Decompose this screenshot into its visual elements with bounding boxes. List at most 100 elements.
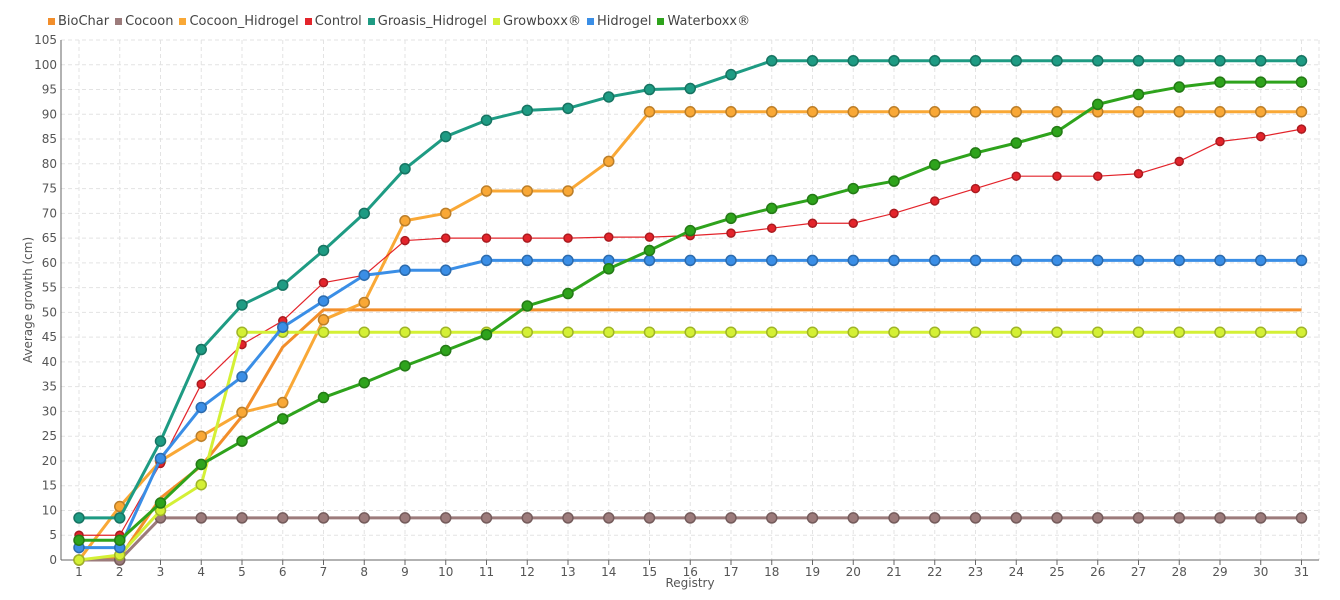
data-point[interactable] bbox=[358, 269, 370, 281]
data-point[interactable] bbox=[73, 534, 85, 546]
data-point[interactable] bbox=[440, 130, 452, 143]
data-point[interactable] bbox=[847, 55, 859, 67]
data-point[interactable] bbox=[766, 512, 778, 524]
data-point[interactable] bbox=[847, 512, 859, 524]
data-point[interactable] bbox=[154, 497, 167, 509]
data-point[interactable] bbox=[1051, 512, 1063, 524]
data-point[interactable] bbox=[1256, 131, 1266, 142]
data-point[interactable] bbox=[766, 106, 778, 118]
data-point[interactable] bbox=[400, 235, 410, 246]
data-point[interactable] bbox=[684, 82, 696, 95]
data-point[interactable] bbox=[1092, 512, 1104, 524]
legend-item[interactable]: Cocoon_Hidrogel bbox=[179, 14, 299, 29]
data-point[interactable] bbox=[969, 106, 982, 118]
data-point[interactable] bbox=[481, 233, 492, 243]
data-point[interactable] bbox=[1132, 254, 1145, 267]
data-point[interactable] bbox=[1051, 106, 1063, 118]
data-point[interactable] bbox=[766, 254, 778, 267]
data-point[interactable] bbox=[399, 264, 411, 277]
data-point[interactable] bbox=[643, 326, 656, 338]
data-point[interactable] bbox=[1093, 171, 1103, 181]
legend-item[interactable]: Growboxx® bbox=[493, 14, 581, 29]
data-point[interactable] bbox=[643, 512, 656, 524]
legend-item[interactable]: Waterboxx® bbox=[657, 14, 750, 29]
data-point[interactable] bbox=[1133, 168, 1144, 179]
data-point[interactable] bbox=[358, 207, 370, 220]
data-point[interactable] bbox=[562, 185, 574, 197]
data-point[interactable] bbox=[644, 232, 655, 242]
data-point[interactable] bbox=[440, 512, 452, 524]
data-point[interactable] bbox=[969, 512, 982, 524]
data-point[interactable] bbox=[969, 55, 982, 67]
data-point[interactable] bbox=[766, 326, 778, 338]
data-point[interactable] bbox=[521, 512, 533, 524]
data-point[interactable] bbox=[1295, 55, 1308, 67]
data-point[interactable] bbox=[1255, 76, 1267, 88]
data-point[interactable] bbox=[806, 193, 819, 206]
data-point[interactable] bbox=[847, 254, 859, 267]
data-point[interactable] bbox=[1092, 55, 1104, 67]
data-point[interactable] bbox=[929, 55, 941, 67]
data-point[interactable] bbox=[930, 196, 940, 206]
data-point[interactable] bbox=[236, 435, 248, 447]
data-point[interactable] bbox=[684, 326, 696, 338]
data-point[interactable] bbox=[767, 223, 777, 233]
data-point[interactable] bbox=[1214, 55, 1226, 67]
data-point[interactable] bbox=[603, 155, 615, 168]
legend-item[interactable]: BioChar bbox=[48, 14, 109, 29]
data-point[interactable] bbox=[440, 264, 452, 277]
data-point[interactable] bbox=[888, 55, 900, 67]
data-point[interactable] bbox=[521, 104, 533, 117]
data-point[interactable] bbox=[1173, 81, 1185, 93]
data-point[interactable] bbox=[399, 512, 411, 524]
data-point[interactable] bbox=[1255, 512, 1267, 524]
data-point[interactable] bbox=[1295, 512, 1308, 524]
data-point[interactable] bbox=[603, 91, 615, 103]
data-point[interactable] bbox=[73, 512, 85, 524]
data-point[interactable] bbox=[726, 228, 736, 238]
data-point[interactable] bbox=[806, 106, 819, 118]
data-point[interactable] bbox=[1132, 106, 1145, 118]
data-point[interactable] bbox=[1010, 512, 1022, 524]
data-point[interactable] bbox=[358, 296, 370, 309]
data-point[interactable] bbox=[766, 55, 778, 67]
data-point[interactable] bbox=[1173, 512, 1185, 524]
data-point[interactable] bbox=[317, 314, 330, 326]
data-point[interactable] bbox=[970, 183, 981, 194]
data-point[interactable] bbox=[522, 233, 532, 243]
data-point[interactable] bbox=[929, 254, 941, 267]
data-point[interactable] bbox=[725, 68, 737, 81]
data-point[interactable] bbox=[1215, 136, 1225, 147]
legend-item[interactable]: Cocoon bbox=[115, 14, 173, 29]
data-point[interactable] bbox=[1255, 106, 1267, 118]
data-point[interactable] bbox=[847, 326, 859, 338]
data-point[interactable] bbox=[358, 376, 370, 389]
data-point[interactable] bbox=[1011, 171, 1021, 181]
data-point[interactable] bbox=[603, 512, 615, 524]
data-point[interactable] bbox=[399, 163, 411, 175]
data-point[interactable] bbox=[114, 534, 126, 546]
data-point[interactable] bbox=[277, 413, 289, 425]
data-point[interactable] bbox=[1255, 326, 1267, 338]
data-point[interactable] bbox=[236, 406, 248, 419]
data-point[interactable] bbox=[317, 244, 330, 257]
data-point[interactable] bbox=[643, 106, 656, 118]
data-point[interactable] bbox=[358, 512, 370, 524]
data-point[interactable] bbox=[521, 254, 533, 267]
data-point[interactable] bbox=[521, 300, 533, 312]
data-point[interactable] bbox=[1214, 254, 1226, 267]
data-point[interactable] bbox=[725, 212, 737, 225]
data-point[interactable] bbox=[562, 326, 574, 338]
data-point[interactable] bbox=[1295, 106, 1308, 118]
data-point[interactable] bbox=[399, 360, 411, 372]
data-point[interactable] bbox=[888, 175, 900, 187]
data-point[interactable] bbox=[888, 512, 900, 524]
data-point[interactable] bbox=[399, 326, 411, 338]
data-point[interactable] bbox=[1051, 125, 1063, 138]
data-point[interactable] bbox=[317, 512, 330, 524]
data-point[interactable] bbox=[1214, 512, 1226, 524]
data-point[interactable] bbox=[563, 233, 573, 243]
data-point[interactable] bbox=[684, 224, 696, 237]
data-point[interactable] bbox=[1051, 326, 1063, 338]
data-point[interactable] bbox=[399, 215, 411, 227]
